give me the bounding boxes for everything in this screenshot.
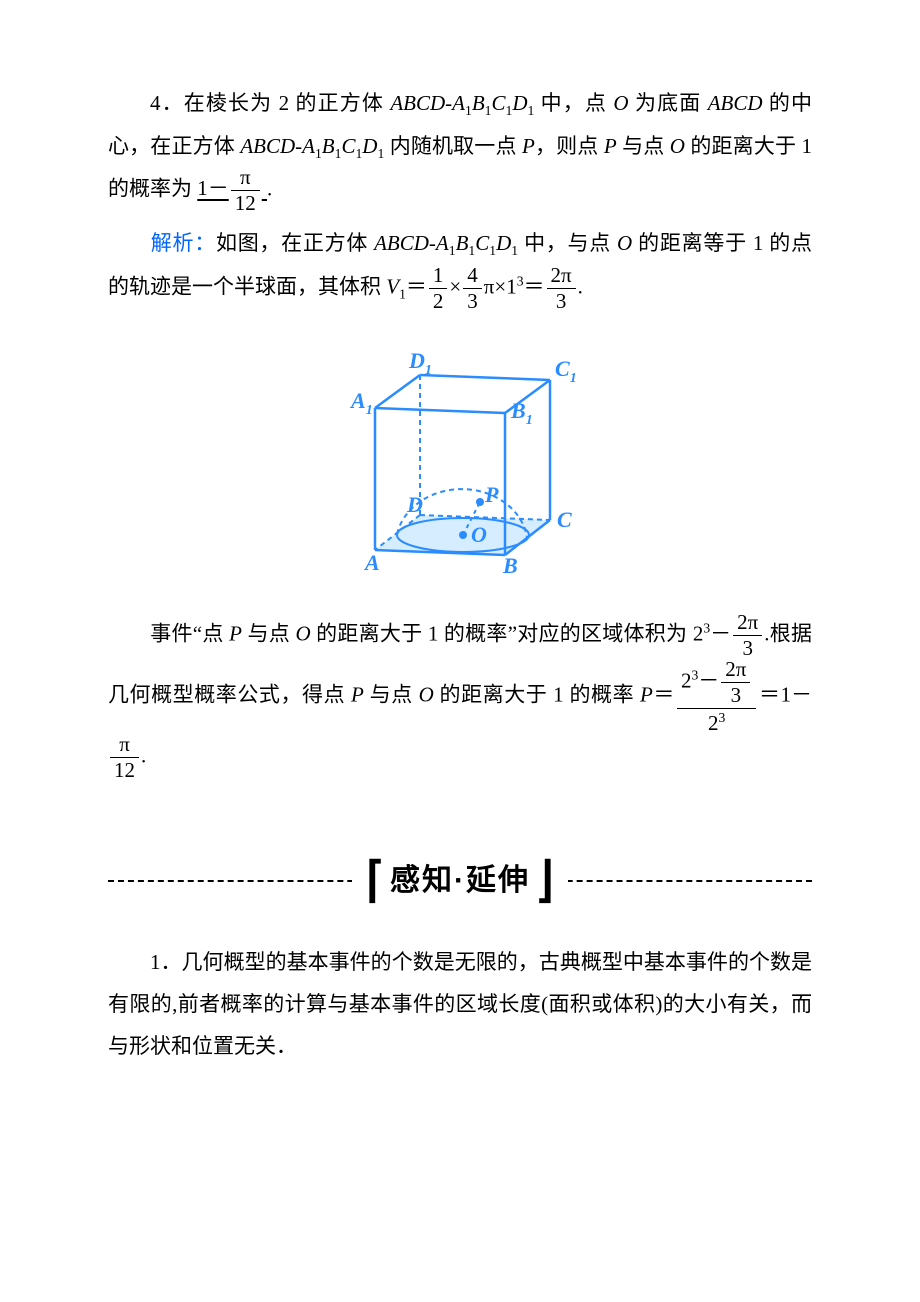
- label-p: P: [484, 482, 499, 507]
- solution-label: 解析：: [150, 231, 216, 255]
- bracket-open-icon: ⌈: [366, 854, 385, 907]
- divider-label: ⌈ 感知·延伸 ⌋: [352, 851, 568, 911]
- bracket-close-icon: ⌋: [535, 854, 554, 907]
- label-a: A: [363, 550, 380, 574]
- answer-blank: 1－π12: [197, 176, 267, 200]
- problem-number: 4: [150, 91, 161, 115]
- label-b1: B1: [510, 398, 533, 428]
- label-d: D: [406, 492, 423, 517]
- note-text: ．几何概型的基本事件的个数是无限的，古典概型中基本事件的个数是有限的,前者概率的…: [108, 950, 812, 1058]
- problem-statement: 4．在棱长为 2 的正方体 ABCD-A1B1C1D1 中，点 O 为底面 AB…: [108, 82, 812, 214]
- edge-c1-d1: [420, 375, 550, 380]
- frac-half: 12: [429, 265, 448, 312]
- section-title: 感知·延伸: [390, 864, 530, 897]
- frac-result: π12: [110, 734, 139, 781]
- solution-line-1: 解析：如图，在正方体 ABCD-A1B1C1D1 中，与点 O 的距离等于 1 …: [108, 222, 812, 312]
- point-p: [476, 498, 484, 506]
- section-divider: ⌈ 感知·延伸 ⌋: [108, 851, 812, 911]
- note-1: 1．几何概型的基本事件的个数是无限的，古典概型中基本事件的个数是有限的,前者概率…: [108, 941, 812, 1067]
- answer-fraction: π12: [231, 167, 260, 214]
- frac-four-thirds: 43: [463, 265, 482, 312]
- frac-big: 23－2π3 23: [677, 659, 756, 734]
- label-o: O: [471, 522, 487, 547]
- label-a1: A1: [349, 388, 373, 418]
- cube-svg: A B C D A1 B1 C1 D1 P O: [335, 330, 585, 574]
- label-c: C: [557, 507, 572, 532]
- frac-2pi-3: 2π3: [547, 265, 576, 312]
- edge-a1-b1: [375, 408, 505, 413]
- note-number: 1: [150, 950, 161, 974]
- point-o: [459, 531, 467, 539]
- solution-line-2: 事件“点 P 与点 O 的距离大于 1 的概率”对应的区域体积为 23－2π3.…: [108, 612, 812, 781]
- frac-2pi-3-b: 2π3: [733, 612, 762, 659]
- label-d1: D1: [408, 348, 432, 378]
- label-b: B: [502, 553, 518, 574]
- label-c1: C1: [555, 356, 577, 386]
- frac-inner: 2π3: [721, 659, 750, 706]
- edge-d1-a1: [375, 375, 420, 408]
- cube-diagram: A B C D A1 B1 C1 D1 P O: [108, 330, 812, 588]
- page: 4．在棱长为 2 的正方体 ABCD-A1B1C1D1 中，点 O 为底面 AB…: [0, 0, 920, 1302]
